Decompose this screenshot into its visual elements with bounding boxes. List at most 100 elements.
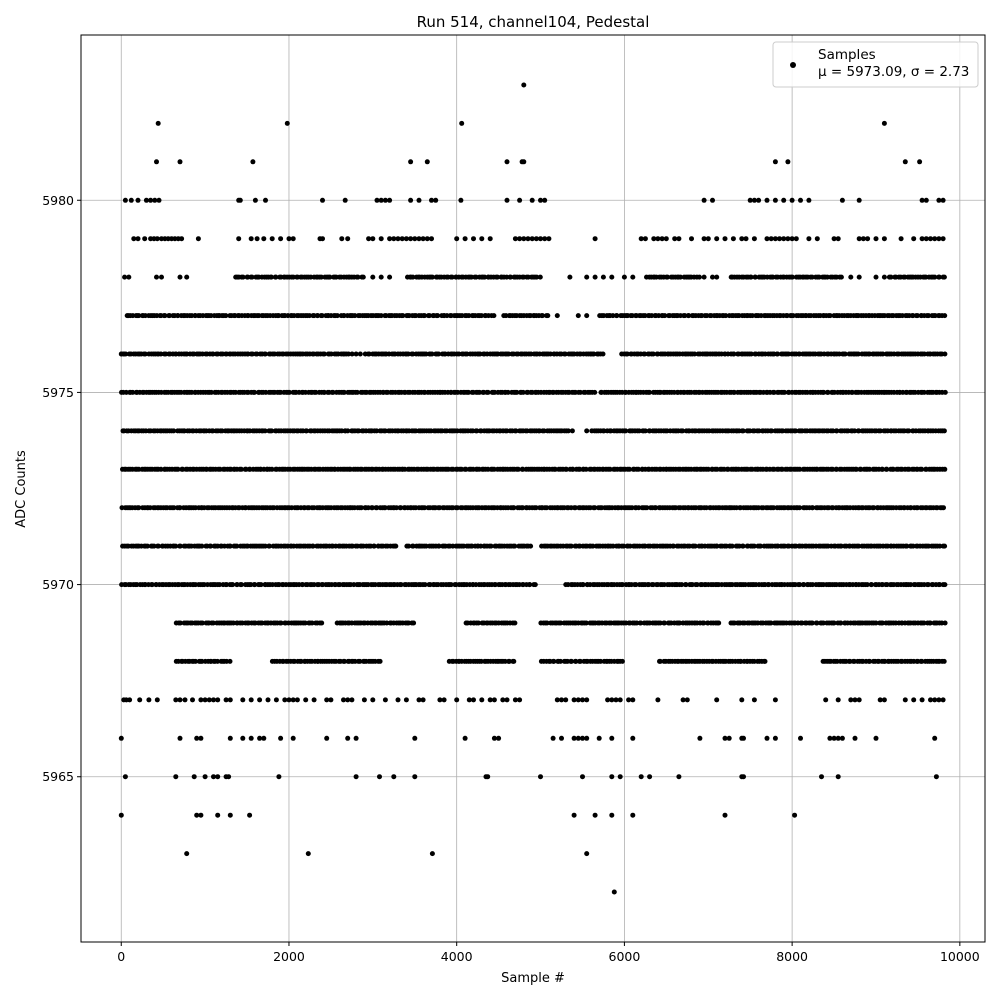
- data-point: [393, 543, 399, 549]
- data-point: [179, 236, 185, 242]
- data-point: [538, 236, 543, 242]
- data-point: [544, 620, 550, 626]
- data-point: [692, 351, 698, 357]
- data-point: [441, 697, 447, 703]
- data-point: [416, 236, 422, 242]
- data-point: [505, 389, 511, 395]
- data-point: [563, 466, 569, 472]
- data-point: [504, 197, 510, 203]
- data-point: [671, 543, 676, 549]
- data-point: [559, 697, 564, 703]
- data-point: [620, 582, 626, 588]
- data-point: [584, 697, 590, 703]
- data-point: [177, 159, 183, 165]
- data-point: [324, 735, 330, 741]
- data-point: [276, 774, 282, 780]
- data-point: [177, 274, 183, 280]
- data-point: [881, 120, 887, 126]
- data-point: [853, 466, 859, 472]
- data-point: [584, 428, 590, 434]
- data-point: [118, 735, 124, 741]
- data-point: [932, 735, 938, 741]
- data-point: [471, 697, 476, 703]
- data-point: [940, 697, 946, 703]
- data-point: [177, 735, 183, 741]
- data-point: [416, 197, 422, 203]
- data-point: [772, 236, 778, 242]
- data-point: [462, 735, 468, 741]
- data-point: [515, 466, 521, 472]
- x-tick-label: 6000: [609, 949, 641, 964]
- data-point: [598, 658, 604, 664]
- data-point: [583, 620, 589, 626]
- data-point: [500, 697, 506, 703]
- data-point: [491, 735, 497, 741]
- data-point: [357, 351, 363, 357]
- data-point: [387, 236, 393, 242]
- data-point: [751, 236, 757, 242]
- data-point: [906, 428, 912, 434]
- data-point: [399, 236, 405, 242]
- data-point: [588, 351, 594, 357]
- data-point: [869, 582, 875, 588]
- data-point: [710, 274, 715, 280]
- data-point: [740, 428, 746, 434]
- data-point: [408, 236, 414, 242]
- data-point: [154, 697, 160, 703]
- data-point: [856, 274, 862, 280]
- y-tick-label: 5965: [42, 769, 74, 784]
- data-point: [395, 236, 401, 242]
- data-point: [184, 851, 190, 857]
- data-point: [676, 774, 682, 780]
- data-point: [928, 697, 933, 703]
- data-point: [424, 159, 430, 165]
- data-point: [290, 236, 296, 242]
- data-point: [513, 428, 519, 434]
- data-point: [265, 697, 271, 703]
- data-point: [571, 812, 577, 818]
- data-point: [902, 159, 908, 165]
- data-point: [158, 466, 164, 472]
- data-point: [726, 735, 732, 741]
- legend-stats: μ = 5973.09, σ = 2.73: [818, 64, 969, 80]
- data-point: [696, 274, 702, 280]
- data-point: [334, 313, 340, 319]
- data-point: [814, 236, 820, 242]
- data-point: [137, 697, 143, 703]
- data-point: [369, 505, 375, 511]
- data-point: [403, 697, 409, 703]
- data-point: [936, 236, 942, 242]
- data-point: [142, 236, 148, 242]
- data-point: [146, 697, 152, 703]
- data-point: [398, 582, 404, 588]
- data-point: [339, 236, 345, 242]
- data-point: [355, 274, 361, 280]
- data-point: [810, 505, 816, 511]
- data-point: [118, 812, 124, 818]
- data-point: [789, 236, 795, 242]
- data-point: [626, 697, 632, 703]
- data-point: [512, 620, 518, 626]
- data-point: [378, 274, 384, 280]
- data-point: [433, 197, 439, 203]
- data-point: [607, 466, 613, 472]
- data-point: [215, 774, 221, 780]
- data-point: [636, 428, 642, 434]
- data-point: [488, 543, 494, 549]
- data-point: [420, 697, 426, 703]
- data-point: [756, 197, 762, 203]
- data-point: [633, 582, 639, 588]
- data-point: [577, 389, 583, 395]
- data-point: [772, 159, 778, 165]
- data-point: [142, 351, 148, 357]
- data-point: [345, 697, 351, 703]
- data-point: [820, 620, 826, 626]
- data-point: [676, 236, 682, 242]
- data-point: [462, 236, 468, 242]
- data-point: [839, 197, 845, 203]
- data-point: [752, 274, 758, 280]
- data-point: [940, 236, 946, 242]
- data-point: [130, 389, 136, 395]
- data-point: [520, 505, 526, 511]
- data-point: [798, 197, 803, 203]
